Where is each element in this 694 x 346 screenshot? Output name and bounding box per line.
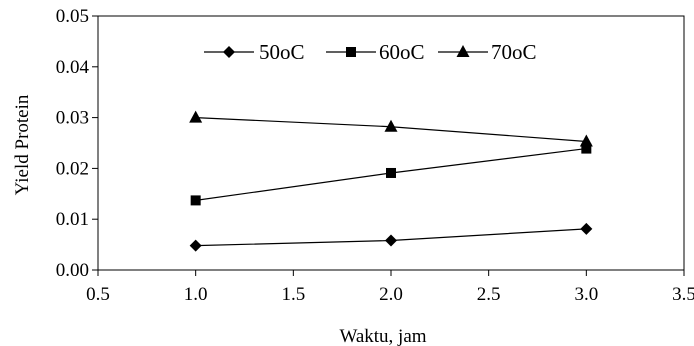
- x-tick-label: 3.0: [574, 284, 598, 305]
- data-point-70oc: [579, 134, 593, 147]
- x-axis: 0.5 1.0 1.5 2.0 2.5 3.0 3.5: [86, 270, 694, 305]
- series-70oc: [189, 110, 593, 147]
- data-point-70oc: [189, 110, 203, 123]
- y-axis: 0.00 0.01 0.02 0.03 0.04 0.05: [56, 6, 98, 281]
- legend-marker: [223, 46, 235, 58]
- data-point-60oc: [190, 195, 201, 206]
- x-tick-label: 1.0: [184, 284, 208, 305]
- series-50oc: [189, 222, 593, 252]
- x-axis-title: Waktu, jam: [339, 326, 426, 346]
- y-tick-label: 0.04: [56, 57, 90, 78]
- data-point-60oc: [581, 143, 592, 154]
- y-tick-label: 0.02: [56, 158, 89, 179]
- legend-label: 60oC: [379, 40, 425, 64]
- data-point-70oc: [384, 119, 398, 132]
- series-layer: [189, 110, 593, 252]
- legend-item-60oc: 60oC: [326, 40, 425, 64]
- x-tick-label: 2.5: [477, 284, 501, 305]
- legend: 50oC 60oC 70oC: [204, 40, 537, 64]
- legend-marker: [456, 45, 470, 57]
- y-tick-label: 0.01: [56, 209, 89, 230]
- legend-label: 70oC: [491, 40, 537, 64]
- data-point-60oc: [386, 167, 396, 178]
- x-tick-label: 2.0: [379, 284, 403, 305]
- data-point-50oc: [189, 239, 202, 252]
- x-tick-label: 3.5: [672, 284, 694, 305]
- y-tick-label: 0.00: [56, 260, 89, 281]
- y-axis-title: Yield Protein: [12, 94, 33, 195]
- y-tick-label: 0.03: [56, 108, 89, 129]
- data-point-50oc: [580, 222, 593, 235]
- y-tick-label: 0.05: [56, 6, 89, 27]
- legend-label: 50oC: [259, 40, 305, 64]
- x-tick-label: 1.5: [281, 284, 305, 305]
- data-point-50oc: [385, 234, 397, 247]
- legend-item-70oc: 70oC: [438, 40, 537, 64]
- legend-item-50oc: 50oC: [204, 40, 305, 64]
- legend-marker: [346, 47, 356, 57]
- x-tick-label: 0.5: [86, 284, 110, 305]
- series-60oc: [190, 143, 592, 206]
